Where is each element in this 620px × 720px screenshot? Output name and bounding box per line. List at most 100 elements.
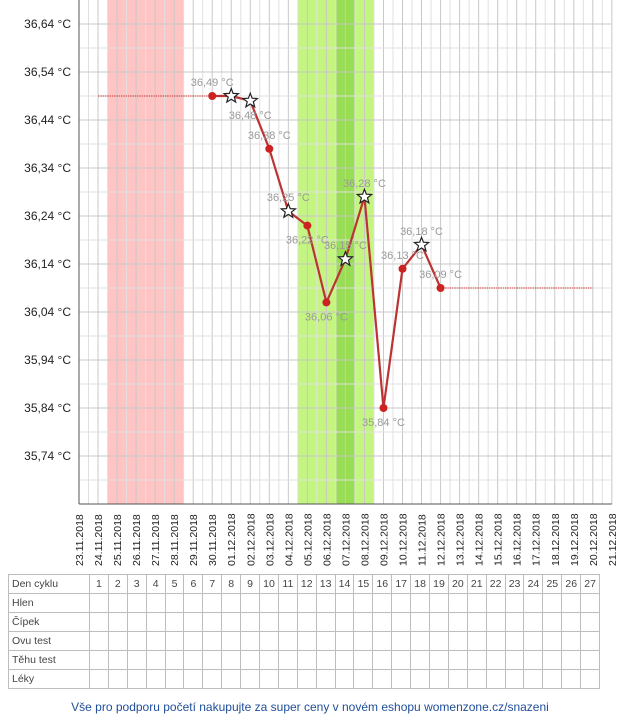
star-marker	[279, 202, 298, 219]
table-cell	[107, 669, 128, 689]
x-tick-label: 21.12.2018	[607, 513, 619, 566]
table-cell: 5	[164, 574, 185, 594]
table-cell	[183, 650, 204, 670]
table-row: Čípek	[8, 612, 601, 632]
x-tick-label: 26.11.2018	[131, 514, 143, 566]
x-tick-label: 11.12.2018	[417, 514, 429, 566]
table-cell	[183, 631, 204, 651]
star-marker	[222, 86, 240, 104]
data-label: 36,15 °C	[324, 240, 367, 252]
table-cell	[145, 612, 166, 632]
cycle-table: Den cyklu 1 2 3 4 5 6 7 8 9 10 11 12 13 14 15 16 17 18 19 20…	[8, 574, 601, 689]
x-tick-label: 10.12.2018	[398, 513, 410, 566]
table-cell	[447, 631, 468, 651]
table-cell	[561, 612, 582, 632]
x-tick-label: 06.12.2018	[321, 513, 333, 566]
table-cell	[504, 650, 525, 670]
table-cell	[353, 612, 374, 632]
table-cell: 2	[107, 574, 128, 594]
x-tick-label: 07.12.2018	[340, 513, 352, 566]
table-cell	[561, 669, 582, 689]
table-cell	[353, 631, 374, 651]
table-cell	[542, 650, 563, 670]
temperature-chart: 35,74 °C 35,84 °C 35,94 °C 36,04 °C 36,14 °C…	[24, 0, 619, 566]
table-cell	[296, 650, 317, 670]
table-cell: 9	[240, 574, 261, 594]
table-cell	[315, 669, 336, 689]
table-cell	[145, 650, 166, 670]
table-cell: 20	[447, 574, 468, 594]
table-cell	[391, 669, 412, 689]
point-marker	[303, 221, 312, 230]
eshop-link[interactable]: Vše pro podporu početí nakupujte za supe…	[71, 700, 549, 714]
table-cell	[277, 631, 298, 651]
table-cell	[89, 631, 109, 651]
table-cell	[221, 631, 242, 651]
data-label: 36,38 °C	[248, 130, 291, 142]
table-cell	[485, 669, 506, 689]
point-marker	[436, 284, 445, 292]
table-cell	[353, 593, 374, 613]
table-cell	[164, 650, 185, 670]
table-row: Den cyklu 1 2 3 4 5 6 7 8 9 10 11 12 13 14 15 16 17 18 19 20…	[8, 574, 601, 594]
data-label: 36,48 °C	[229, 110, 272, 122]
table-cell	[183, 593, 204, 613]
table-cell	[429, 669, 449, 689]
table-cell	[466, 669, 487, 689]
data-label: 36,06 °C	[305, 311, 348, 323]
table-cell: 17	[391, 574, 412, 594]
table-cell	[447, 612, 468, 632]
x-tick-label: 14.12.2018	[474, 513, 486, 566]
x-tick-label: 17.12.2018	[531, 513, 543, 566]
table-cell: 7	[202, 574, 223, 594]
table-cell	[183, 669, 204, 689]
y-tick-label: 36,64 °C	[24, 17, 71, 31]
table-cell	[334, 650, 355, 670]
point-marker	[322, 298, 331, 307]
table-cell	[523, 593, 544, 613]
x-tick-label: 03.12.2018	[264, 513, 276, 566]
table-cell: 23	[504, 574, 525, 594]
table-cell	[372, 669, 393, 689]
table-row: Ovu test	[8, 631, 601, 651]
table-cell	[410, 612, 431, 632]
table-cell	[126, 631, 147, 651]
data-label: 36,09 °C	[419, 269, 462, 281]
table-cell	[145, 669, 166, 689]
table-cell: 13	[315, 574, 336, 594]
table-cell: 24	[523, 574, 544, 594]
star-marker	[241, 91, 259, 109]
data-label: 36,22 °C	[286, 235, 329, 247]
table-cell	[183, 612, 204, 632]
data-label: 35,84 °C	[362, 417, 405, 429]
table-cell	[164, 669, 185, 689]
table-cell	[221, 593, 242, 613]
star-marker	[355, 187, 374, 205]
table-cell: 12	[296, 574, 317, 594]
table-cell	[353, 650, 374, 670]
y-tick-label: 36,14 °C	[24, 257, 71, 271]
x-tick-label: 18.12.2018	[550, 513, 562, 566]
table-cell	[334, 593, 355, 613]
table-cell	[221, 612, 242, 632]
table-cell	[315, 631, 336, 651]
x-tick-label: 20.12.2018	[588, 513, 600, 566]
x-tick-label: 19.12.2018	[569, 513, 581, 566]
y-tick-label: 35,74 °C	[24, 449, 71, 463]
table-cell	[542, 593, 563, 613]
table-cell	[429, 593, 449, 613]
x-tick-label: 30.11.2018	[207, 514, 219, 566]
table-cell	[259, 612, 279, 632]
table-cell: 11	[277, 574, 298, 594]
table-cell	[334, 631, 355, 651]
x-tick-label: 24.11.2018	[93, 514, 105, 566]
table-cell	[296, 593, 317, 613]
y-tick-label: 36,24 °C	[24, 209, 71, 223]
table-cell	[410, 593, 431, 613]
table-cell	[466, 612, 487, 632]
x-tick-label: 01.12.2018	[226, 513, 238, 566]
table-row: Hlen	[8, 593, 601, 613]
table-cell	[126, 650, 147, 670]
table-cell: 10	[259, 574, 279, 594]
table-cell: 18	[410, 574, 431, 594]
